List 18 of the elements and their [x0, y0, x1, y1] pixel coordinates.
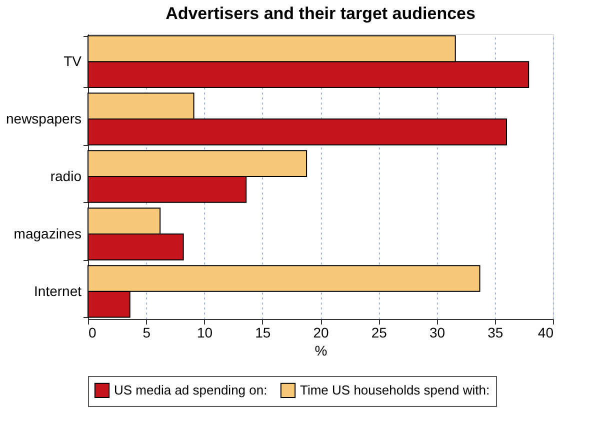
legend-label: US media ad spending on: — [114, 382, 268, 398]
legend-label: Time US households spend with: — [300, 382, 490, 398]
y-tick-label: radio — [50, 168, 82, 184]
x-tick-label: 40 — [538, 324, 554, 340]
x-tick-label: 5 — [142, 324, 151, 340]
y-tick-label: TV — [64, 53, 82, 70]
x-tick-label: 25 — [371, 324, 388, 340]
chart-title: Advertisers and their target audiences — [166, 4, 476, 23]
y-tick-label: Internet — [34, 282, 82, 299]
x-axis-title: % — [314, 342, 328, 358]
x-tick-label: 10 — [196, 324, 213, 340]
x-tick-label: 15 — [255, 324, 271, 340]
x-tick-label: 0 — [88, 324, 96, 340]
y-tick-label: newspapers — [6, 110, 82, 127]
y-tick-label: magazines — [14, 225, 82, 242]
x-tick-label: 35 — [488, 324, 504, 340]
x-tick-label: 30 — [429, 324, 446, 340]
x-tick-label: 20 — [313, 324, 329, 340]
